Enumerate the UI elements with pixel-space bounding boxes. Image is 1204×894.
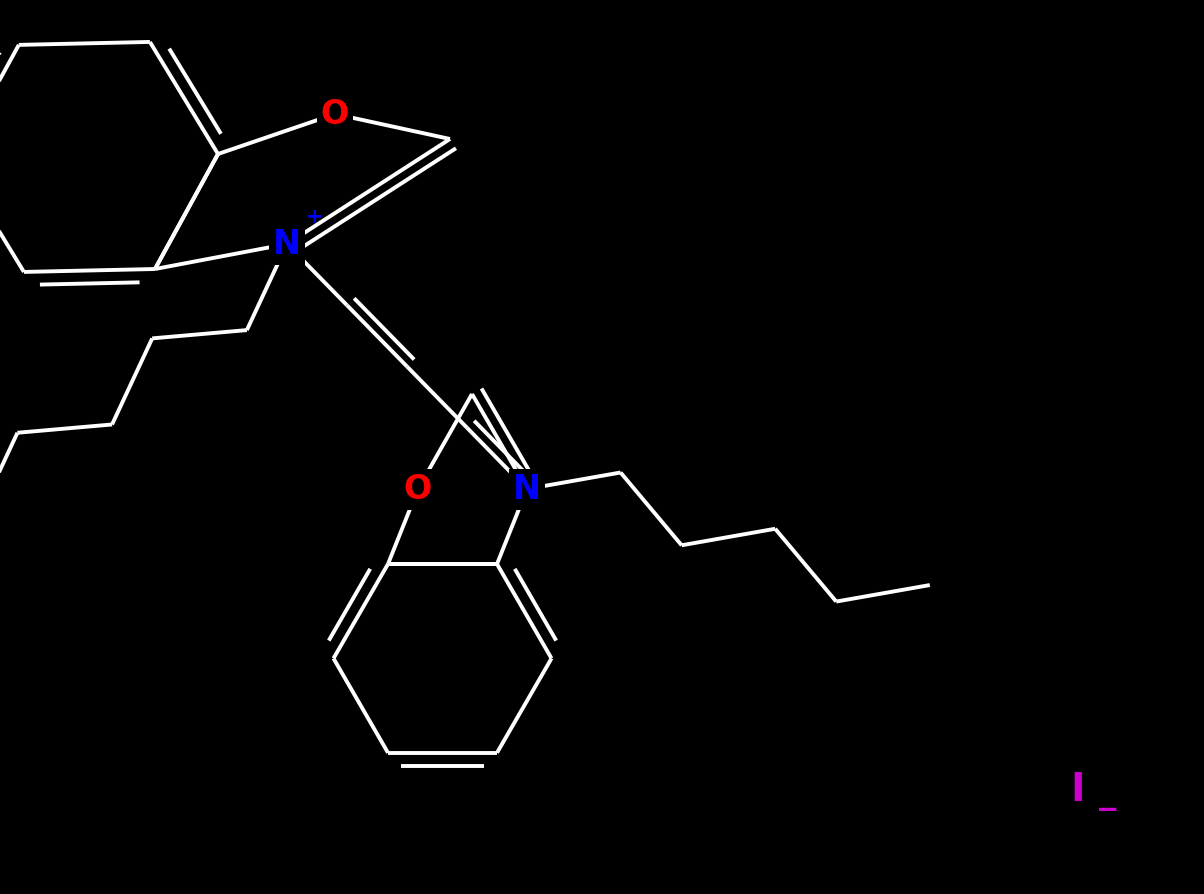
Text: N: N — [273, 228, 301, 261]
Text: +: + — [306, 207, 324, 227]
Text: O: O — [403, 473, 432, 506]
Text: N: N — [513, 473, 541, 506]
Text: I: I — [1070, 770, 1085, 808]
Text: −: − — [1097, 795, 1120, 823]
Text: O: O — [321, 98, 349, 131]
